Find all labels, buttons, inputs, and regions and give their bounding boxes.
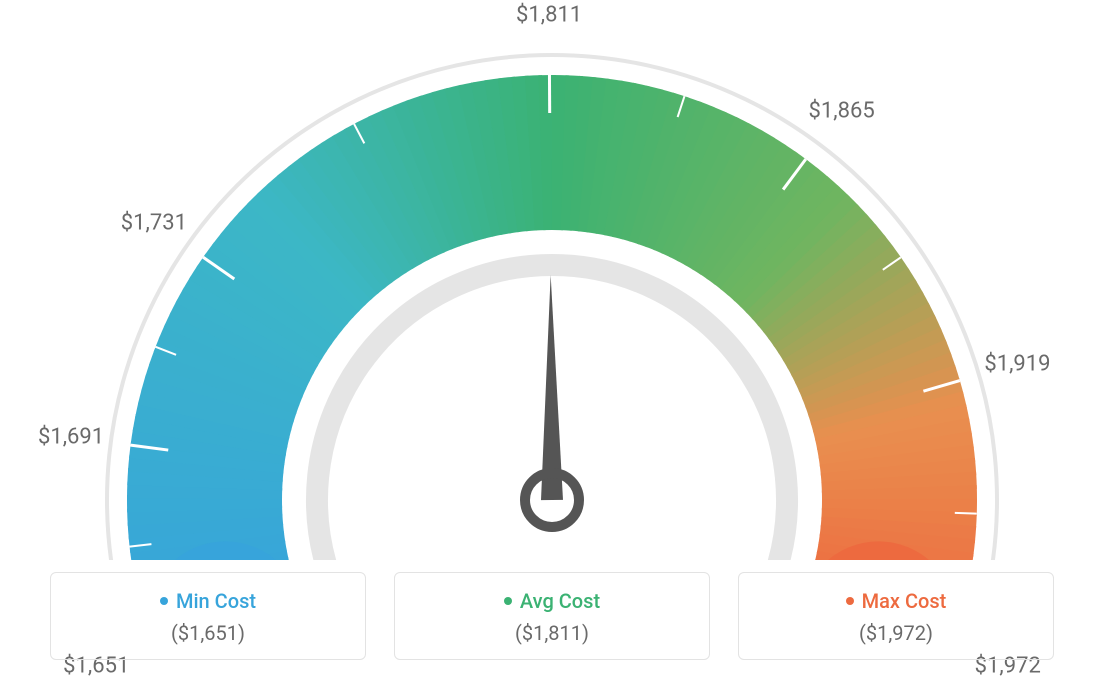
- legend-title-min: Min Cost: [61, 589, 355, 613]
- legend-value-avg: ($1,811): [405, 621, 699, 645]
- legend-card-max: Max Cost ($1,972): [738, 572, 1054, 660]
- legend-title-max: Max Cost: [749, 589, 1043, 613]
- legend-value-min: ($1,651): [61, 621, 355, 645]
- legend-value-max: ($1,972): [749, 621, 1043, 645]
- gauge-chart: $1,651$1,691$1,731$1,811$1,865$1,919$1,9…: [0, 0, 1104, 560]
- legend-card-avg: Avg Cost ($1,811): [394, 572, 710, 660]
- legend-row: Min Cost ($1,651) Avg Cost ($1,811) Max …: [50, 572, 1054, 660]
- gauge-tick-label: $1,865: [809, 98, 875, 123]
- legend-title-avg: Avg Cost: [405, 589, 699, 613]
- gauge-svg: [0, 0, 1104, 560]
- gauge-tick-label: $1,731: [121, 211, 187, 236]
- gauge-tick-label: $1,811: [516, 3, 582, 28]
- legend-card-min: Min Cost ($1,651): [50, 572, 366, 660]
- gauge-tick-label: $1,691: [38, 425, 104, 450]
- gauge-tick-label: $1,919: [984, 351, 1050, 376]
